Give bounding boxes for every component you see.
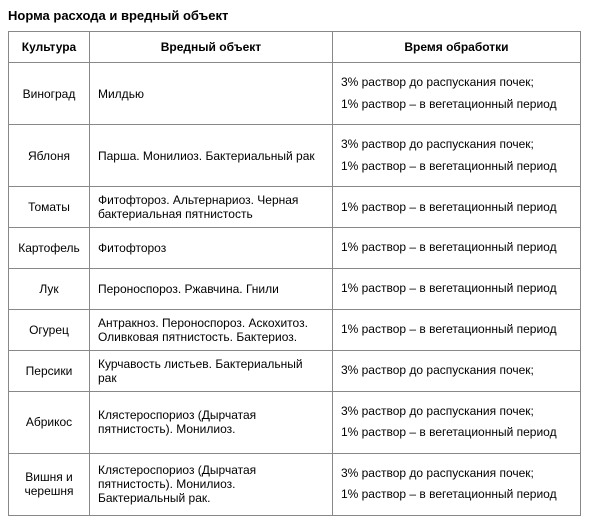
cell-object: Клястероспориоз (Дырчатая пятнистость). … (89, 391, 332, 453)
cell-object: Фитофтороз. Альтернариоз. Черная бактери… (89, 187, 332, 228)
cell-object: Клястероспориоз (Дырчатая пятнистость). … (89, 453, 332, 515)
cell-culture: Персики (9, 350, 90, 391)
cell-culture: Виноград (9, 63, 90, 125)
cell-object: Антракноз. Пероноспороз. Аскохитоз. Олив… (89, 309, 332, 350)
cell-time: 3% раствор до распускания почек; 1% раств… (332, 125, 580, 187)
page-title: Норма расхода и вредный объект (8, 8, 581, 23)
cell-time: 3% раствор до распускания почек; 1% раств… (332, 453, 580, 515)
cell-culture: Томаты (9, 187, 90, 228)
table-header-row: Культура Вредный объект Время обработки (9, 32, 581, 63)
table-row: ЛукПероноспороз. Ржавчина. Гнили 1% раств… (9, 268, 581, 309)
col-time: Время обработки (332, 32, 580, 63)
cell-object: Пероноспороз. Ржавчина. Гнили (89, 268, 332, 309)
time-line: 3% раствор до распускания почек; (341, 137, 572, 153)
cell-object: Милдью (89, 63, 332, 125)
table-row: Вишня и черешняКлястероспориоз (Дырчатая… (9, 453, 581, 515)
time-line: 3% раствор до распускания почек; (341, 404, 572, 420)
time-line: 1% раствор – в вегетационный период (341, 97, 572, 113)
time-line: 1% раствор – в вегетационный период (341, 159, 572, 175)
cell-time: 3% раствор до распускания почек; 1% раств… (332, 391, 580, 453)
col-culture: Культура (9, 32, 90, 63)
cell-time: 3% раствор до распускания почек; (332, 350, 580, 391)
cell-culture: Абрикос (9, 391, 90, 453)
table-row: ПерсикиКурчавость листьев. Бактериальный… (9, 350, 581, 391)
rate-table: Культура Вредный объект Время обработки … (8, 31, 581, 516)
time-line: 1% раствор – в вегетационный период (341, 322, 572, 338)
cell-culture: Картофель (9, 228, 90, 269)
cell-culture: Лук (9, 268, 90, 309)
cell-object: Курчавость листьев. Бактериальный рак (89, 350, 332, 391)
table-row: ТоматыФитофтороз. Альтернариоз. Черная б… (9, 187, 581, 228)
table-row: ВиноградМилдью3% раствор до распускания … (9, 63, 581, 125)
cell-object: Фитофтороз (89, 228, 332, 269)
cell-time: 3% раствор до распускания почек; 1% раств… (332, 63, 580, 125)
cell-time: 1% раствор – в вегетационный период (332, 187, 580, 228)
time-line: 3% раствор до распускания почек; (341, 75, 572, 91)
cell-time: 1% раствор – в вегетационный период (332, 268, 580, 309)
time-line: 1% раствор – в вегетационный период (341, 240, 572, 256)
cell-object: Парша. Монилиоз. Бактериальный рак (89, 125, 332, 187)
cell-time: 1% раствор – в вегетационный период (332, 228, 580, 269)
time-line: 3% раствор до распускания почек; (341, 466, 572, 482)
table-row: ЯблоняПарша. Монилиоз. Бактериальный рак… (9, 125, 581, 187)
time-line: 3% раствор до распускания почек; (341, 363, 572, 379)
table-row: АбрикосКлястероспориоз (Дырчатая пятнист… (9, 391, 581, 453)
table-row: ОгурецАнтракноз. Пероноспороз. Аскохитоз… (9, 309, 581, 350)
cell-culture: Огурец (9, 309, 90, 350)
time-line: 1% раствор – в вегетационный период (341, 281, 572, 297)
time-line: 1% раствор – в вегетационный период (341, 425, 572, 441)
time-line: 1% раствор – в вегетационный период (341, 487, 572, 503)
time-line: 1% раствор – в вегетационный период (341, 200, 572, 216)
col-object: Вредный объект (89, 32, 332, 63)
cell-culture: Вишня и черешня (9, 453, 90, 515)
cell-culture: Яблоня (9, 125, 90, 187)
table-row: КартофельФитофтороз 1% раствор – в вегета… (9, 228, 581, 269)
cell-time: 1% раствор – в вегетационный период (332, 309, 580, 350)
